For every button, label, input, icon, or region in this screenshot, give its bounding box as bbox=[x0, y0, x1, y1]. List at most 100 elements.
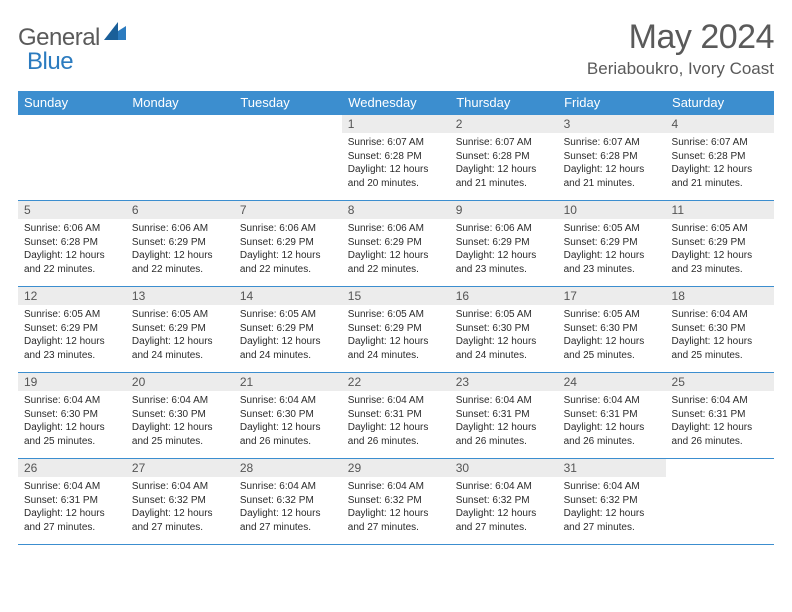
sunset-text: Sunset: 6:30 PM bbox=[132, 408, 228, 422]
day-number: 25 bbox=[666, 373, 774, 391]
calendar-day-cell: 16Sunrise: 6:05 AMSunset: 6:30 PMDayligh… bbox=[450, 287, 558, 373]
sunrise-text: Sunrise: 6:04 AM bbox=[456, 480, 552, 494]
day-info: Sunrise: 6:04 AMSunset: 6:31 PMDaylight:… bbox=[666, 391, 774, 452]
calendar-day-cell: 10Sunrise: 6:05 AMSunset: 6:29 PMDayligh… bbox=[558, 201, 666, 287]
daylight-text: Daylight: 12 hours and 27 minutes. bbox=[348, 507, 444, 534]
sunrise-text: Sunrise: 6:05 AM bbox=[564, 308, 660, 322]
calendar-day-cell bbox=[126, 115, 234, 201]
sunrise-text: Sunrise: 6:06 AM bbox=[24, 222, 120, 236]
day-info: Sunrise: 6:04 AMSunset: 6:31 PMDaylight:… bbox=[342, 391, 450, 452]
sunrise-text: Sunrise: 6:06 AM bbox=[456, 222, 552, 236]
sunset-text: Sunset: 6:28 PM bbox=[24, 236, 120, 250]
sunset-text: Sunset: 6:32 PM bbox=[348, 494, 444, 508]
sunset-text: Sunset: 6:31 PM bbox=[24, 494, 120, 508]
daylight-text: Daylight: 12 hours and 23 minutes. bbox=[564, 249, 660, 276]
calendar-day-cell: 19Sunrise: 6:04 AMSunset: 6:30 PMDayligh… bbox=[18, 373, 126, 459]
sunrise-text: Sunrise: 6:04 AM bbox=[348, 480, 444, 494]
calendar-day-cell: 26Sunrise: 6:04 AMSunset: 6:31 PMDayligh… bbox=[18, 459, 126, 545]
calendar-week-row: 26Sunrise: 6:04 AMSunset: 6:31 PMDayligh… bbox=[18, 459, 774, 545]
day-info: Sunrise: 6:04 AMSunset: 6:31 PMDaylight:… bbox=[18, 477, 126, 538]
day-info: Sunrise: 6:04 AMSunset: 6:32 PMDaylight:… bbox=[234, 477, 342, 538]
calendar-day-cell: 31Sunrise: 6:04 AMSunset: 6:32 PMDayligh… bbox=[558, 459, 666, 545]
header: General May 2024 Beriaboukro, Ivory Coas… bbox=[18, 18, 774, 79]
col-friday: Friday bbox=[558, 91, 666, 115]
calendar-day-cell: 14Sunrise: 6:05 AMSunset: 6:29 PMDayligh… bbox=[234, 287, 342, 373]
calendar-day-cell: 7Sunrise: 6:06 AMSunset: 6:29 PMDaylight… bbox=[234, 201, 342, 287]
sunset-text: Sunset: 6:30 PM bbox=[24, 408, 120, 422]
daylight-text: Daylight: 12 hours and 23 minutes. bbox=[456, 249, 552, 276]
title-block: May 2024 Beriaboukro, Ivory Coast bbox=[587, 18, 774, 79]
daylight-text: Daylight: 12 hours and 26 minutes. bbox=[240, 421, 336, 448]
sunset-text: Sunset: 6:29 PM bbox=[240, 322, 336, 336]
sunset-text: Sunset: 6:29 PM bbox=[240, 236, 336, 250]
day-number: 2 bbox=[450, 115, 558, 133]
calendar-day-cell: 23Sunrise: 6:04 AMSunset: 6:31 PMDayligh… bbox=[450, 373, 558, 459]
sunset-text: Sunset: 6:28 PM bbox=[456, 150, 552, 164]
sunset-text: Sunset: 6:32 PM bbox=[564, 494, 660, 508]
daylight-text: Daylight: 12 hours and 21 minutes. bbox=[456, 163, 552, 190]
daylight-text: Daylight: 12 hours and 25 minutes. bbox=[564, 335, 660, 362]
sunrise-text: Sunrise: 6:04 AM bbox=[240, 394, 336, 408]
day-info: Sunrise: 6:05 AMSunset: 6:30 PMDaylight:… bbox=[558, 305, 666, 366]
calendar-day-cell: 25Sunrise: 6:04 AMSunset: 6:31 PMDayligh… bbox=[666, 373, 774, 459]
col-wednesday: Wednesday bbox=[342, 91, 450, 115]
daylight-text: Daylight: 12 hours and 27 minutes. bbox=[132, 507, 228, 534]
daylight-text: Daylight: 12 hours and 22 minutes. bbox=[132, 249, 228, 276]
day-number: 21 bbox=[234, 373, 342, 391]
day-info: Sunrise: 6:05 AMSunset: 6:29 PMDaylight:… bbox=[18, 305, 126, 366]
day-info: Sunrise: 6:04 AMSunset: 6:32 PMDaylight:… bbox=[558, 477, 666, 538]
sunrise-text: Sunrise: 6:04 AM bbox=[240, 480, 336, 494]
sunset-text: Sunset: 6:31 PM bbox=[672, 408, 768, 422]
calendar-day-cell: 8Sunrise: 6:06 AMSunset: 6:29 PMDaylight… bbox=[342, 201, 450, 287]
sunrise-text: Sunrise: 6:07 AM bbox=[564, 136, 660, 150]
day-number: 24 bbox=[558, 373, 666, 391]
sunrise-text: Sunrise: 6:04 AM bbox=[132, 480, 228, 494]
daylight-text: Daylight: 12 hours and 24 minutes. bbox=[240, 335, 336, 362]
daylight-text: Daylight: 12 hours and 22 minutes. bbox=[348, 249, 444, 276]
calendar-day-cell: 13Sunrise: 6:05 AMSunset: 6:29 PMDayligh… bbox=[126, 287, 234, 373]
daylight-text: Daylight: 12 hours and 26 minutes. bbox=[564, 421, 660, 448]
day-info: Sunrise: 6:06 AMSunset: 6:29 PMDaylight:… bbox=[342, 219, 450, 280]
day-number: 18 bbox=[666, 287, 774, 305]
sunset-text: Sunset: 6:29 PM bbox=[456, 236, 552, 250]
logo-text-blue: Blue bbox=[27, 48, 73, 75]
day-number: 17 bbox=[558, 287, 666, 305]
day-number: 7 bbox=[234, 201, 342, 219]
sunrise-text: Sunrise: 6:04 AM bbox=[348, 394, 444, 408]
sunset-text: Sunset: 6:32 PM bbox=[456, 494, 552, 508]
calendar-day-cell: 29Sunrise: 6:04 AMSunset: 6:32 PMDayligh… bbox=[342, 459, 450, 545]
logo: General bbox=[18, 18, 126, 52]
sunrise-text: Sunrise: 6:06 AM bbox=[132, 222, 228, 236]
location: Beriaboukro, Ivory Coast bbox=[587, 59, 774, 79]
day-info: Sunrise: 6:04 AMSunset: 6:30 PMDaylight:… bbox=[666, 305, 774, 366]
daylight-text: Daylight: 12 hours and 23 minutes. bbox=[24, 335, 120, 362]
sunrise-text: Sunrise: 6:05 AM bbox=[24, 308, 120, 322]
calendar-day-cell: 17Sunrise: 6:05 AMSunset: 6:30 PMDayligh… bbox=[558, 287, 666, 373]
sunset-text: Sunset: 6:31 PM bbox=[456, 408, 552, 422]
calendar-day-cell bbox=[18, 115, 126, 201]
calendar-day-cell: 28Sunrise: 6:04 AMSunset: 6:32 PMDayligh… bbox=[234, 459, 342, 545]
day-info: Sunrise: 6:07 AMSunset: 6:28 PMDaylight:… bbox=[342, 133, 450, 194]
calendar-day-cell: 4Sunrise: 6:07 AMSunset: 6:28 PMDaylight… bbox=[666, 115, 774, 201]
sunrise-text: Sunrise: 6:07 AM bbox=[348, 136, 444, 150]
sunrise-text: Sunrise: 6:07 AM bbox=[672, 136, 768, 150]
day-number: 9 bbox=[450, 201, 558, 219]
sunrise-text: Sunrise: 6:05 AM bbox=[564, 222, 660, 236]
daylight-text: Daylight: 12 hours and 20 minutes. bbox=[348, 163, 444, 190]
day-info: Sunrise: 6:07 AMSunset: 6:28 PMDaylight:… bbox=[558, 133, 666, 194]
sunset-text: Sunset: 6:32 PM bbox=[240, 494, 336, 508]
sunset-text: Sunset: 6:29 PM bbox=[672, 236, 768, 250]
sunset-text: Sunset: 6:28 PM bbox=[564, 150, 660, 164]
day-number: 10 bbox=[558, 201, 666, 219]
day-info: Sunrise: 6:04 AMSunset: 6:32 PMDaylight:… bbox=[342, 477, 450, 538]
logo-mark-icon bbox=[104, 22, 126, 45]
sunrise-text: Sunrise: 6:04 AM bbox=[672, 308, 768, 322]
day-number: 20 bbox=[126, 373, 234, 391]
day-info: Sunrise: 6:04 AMSunset: 6:30 PMDaylight:… bbox=[18, 391, 126, 452]
day-number: 11 bbox=[666, 201, 774, 219]
calendar-day-cell: 11Sunrise: 6:05 AMSunset: 6:29 PMDayligh… bbox=[666, 201, 774, 287]
day-number: 4 bbox=[666, 115, 774, 133]
sunrise-text: Sunrise: 6:04 AM bbox=[564, 480, 660, 494]
calendar-day-cell: 18Sunrise: 6:04 AMSunset: 6:30 PMDayligh… bbox=[666, 287, 774, 373]
daylight-text: Daylight: 12 hours and 22 minutes. bbox=[240, 249, 336, 276]
